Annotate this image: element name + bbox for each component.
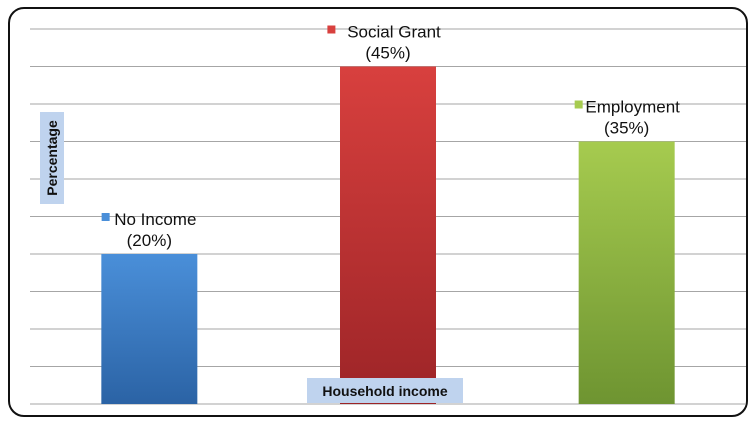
category-label: Social Grant (347, 23, 441, 42)
legend-marker (327, 25, 336, 34)
legend-marker (101, 213, 110, 221)
value-label: (45%) (365, 44, 410, 63)
legend-marker (574, 100, 583, 109)
bars (101, 66, 675, 404)
y-axis-title-text: Percentage (44, 120, 60, 196)
x-axis-title-bg (307, 378, 463, 403)
axis-titles: Percentage Household income (40, 112, 463, 403)
value-label: (20%) (127, 231, 172, 250)
value-label: (35%) (604, 119, 649, 138)
data-labels: No Income (20%) Social Grant (45%) Employmen… (101, 23, 680, 250)
x-axis-title: Household income (307, 378, 463, 403)
x-axis-title-text: Household income (322, 383, 447, 399)
y-axis-title-bg (40, 112, 64, 204)
bar-social-grant (340, 66, 436, 404)
category-label: No Income (114, 210, 196, 229)
category-label: Employment (585, 98, 680, 117)
bar-employment (578, 141, 675, 404)
bar-no-income (101, 254, 198, 404)
y-axis-title: Percentage (40, 112, 64, 204)
